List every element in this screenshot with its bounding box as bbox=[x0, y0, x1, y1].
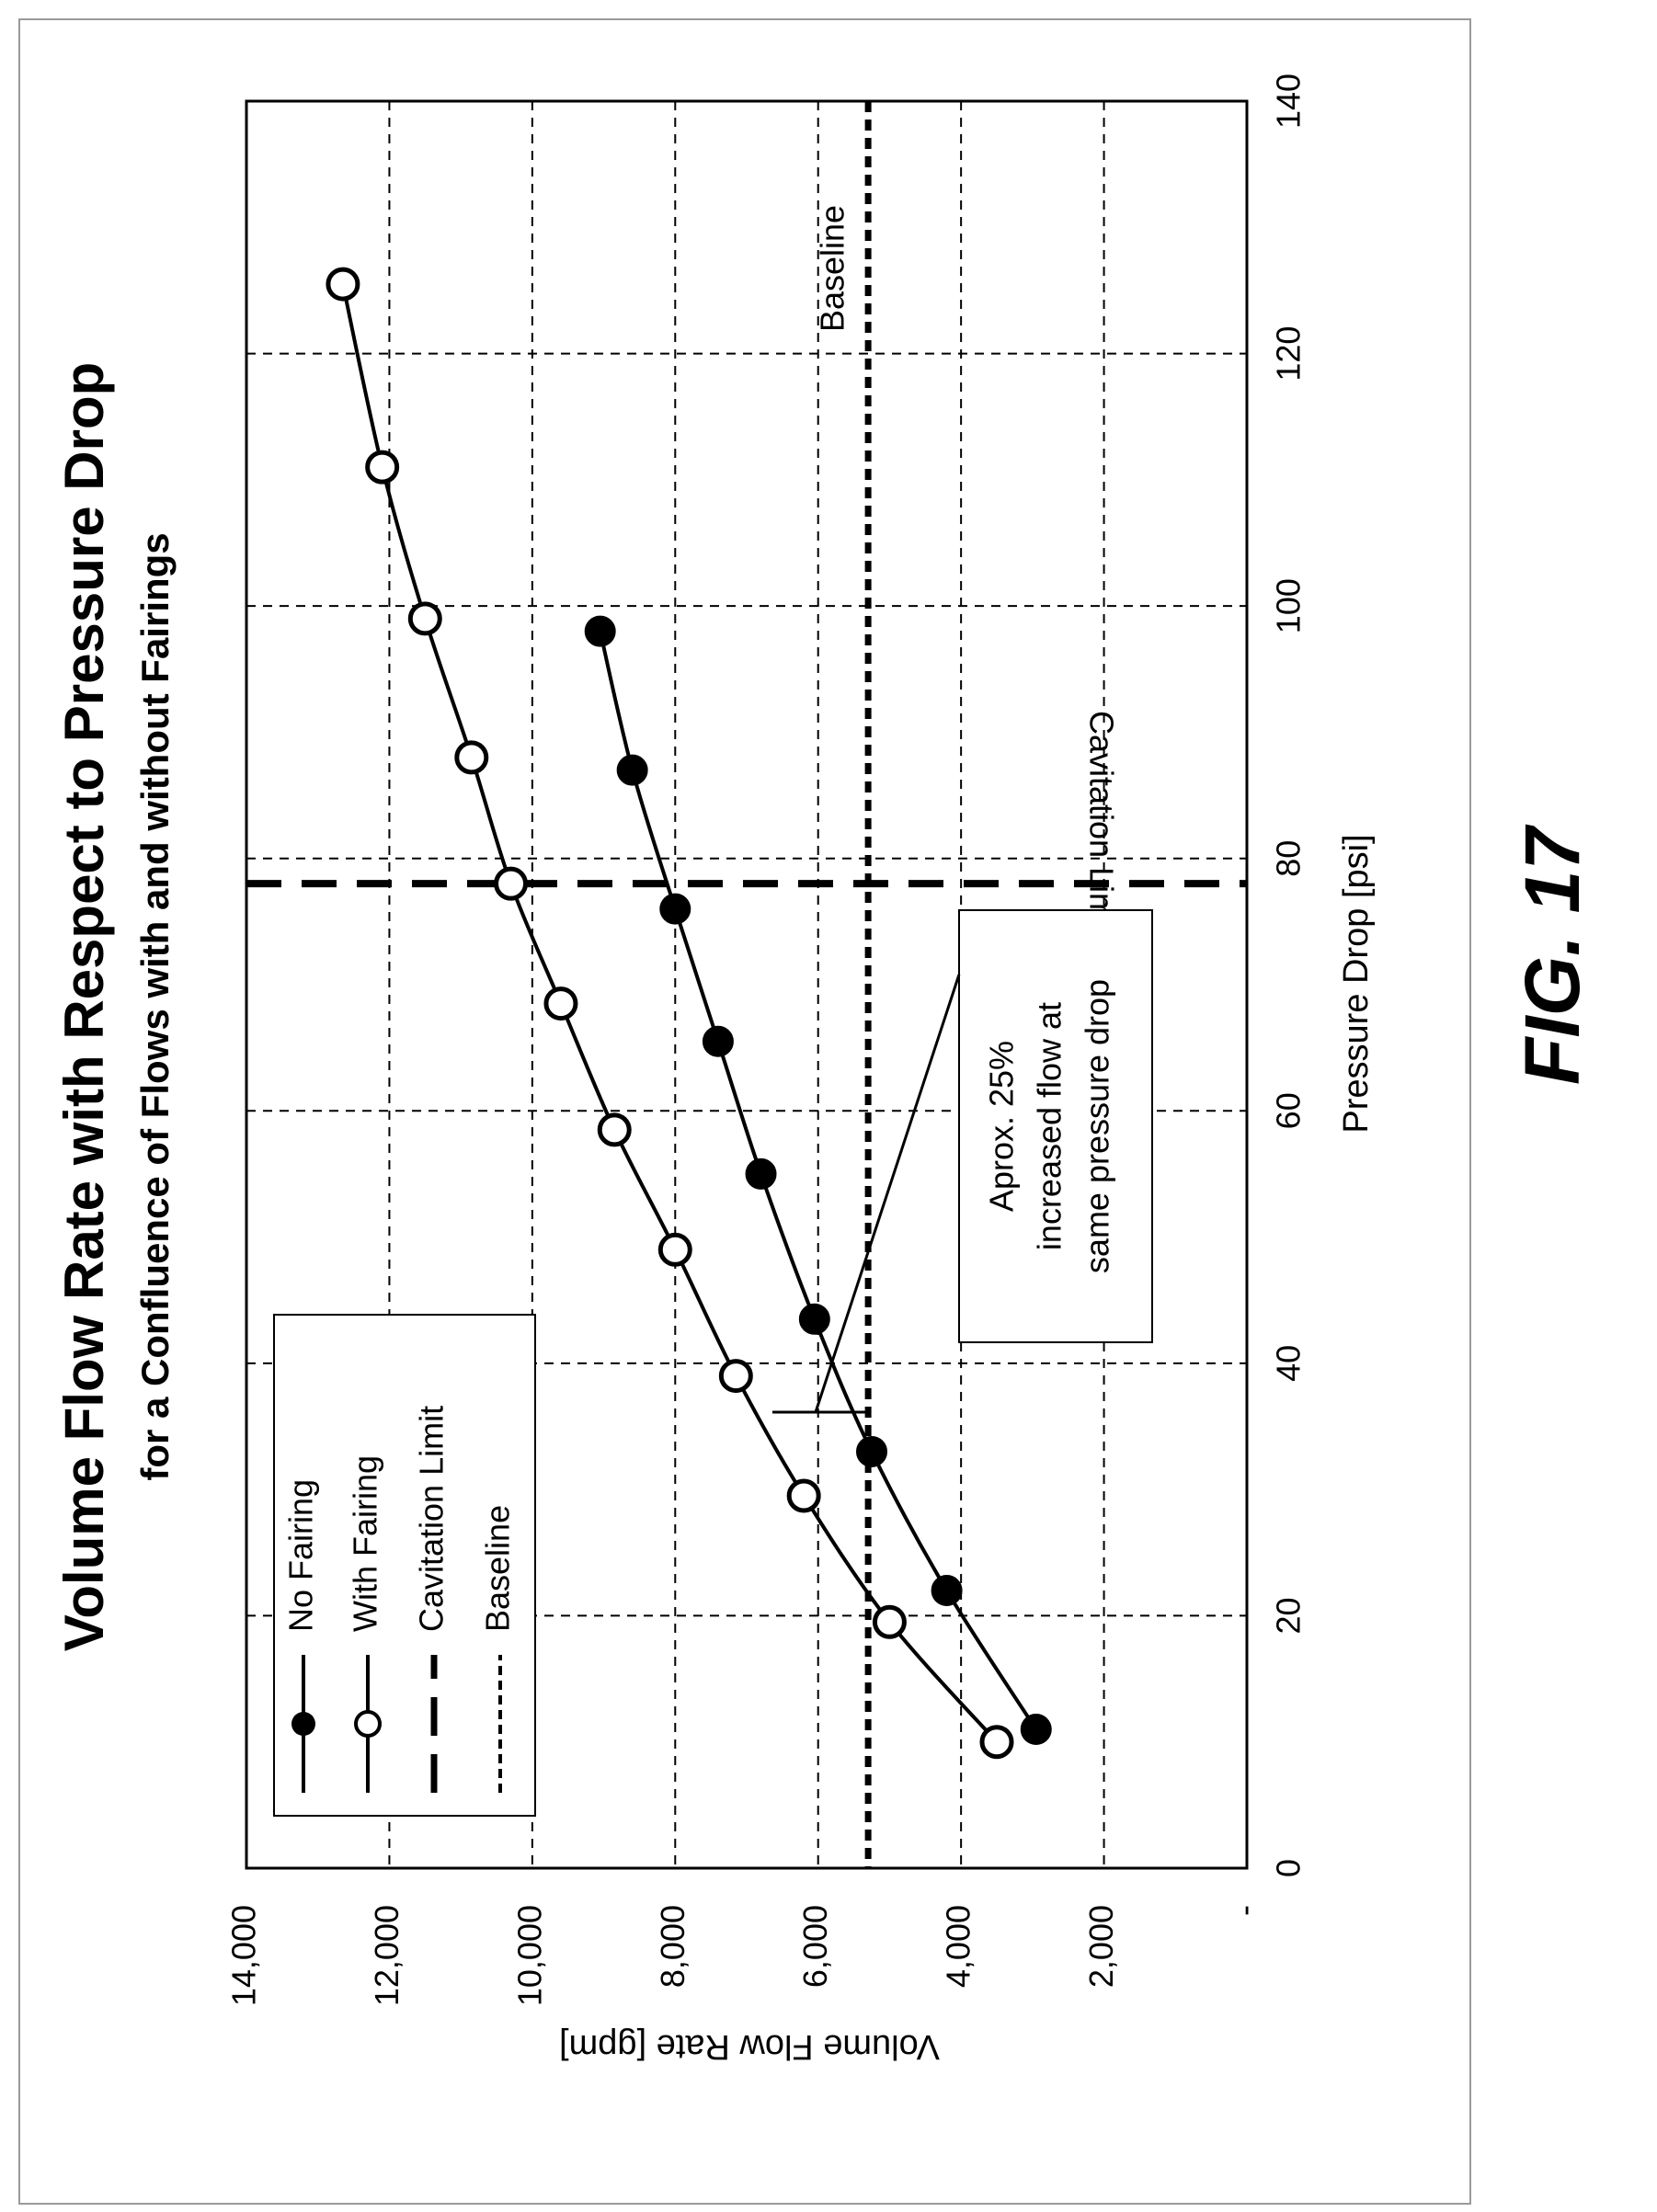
y-tick-label: 2,000 bbox=[1082, 1905, 1120, 1988]
annotation-leader bbox=[814, 974, 961, 1413]
no-fairing-point bbox=[856, 1435, 887, 1467]
legend-label-cavitation-limit: Cavitation Limit bbox=[413, 1406, 451, 1632]
figure-frame bbox=[18, 18, 1471, 2205]
cavitation-limit-label: Cavitation Limit bbox=[1082, 711, 1120, 937]
y-tick-label: 6,000 bbox=[796, 1905, 834, 1988]
with-fairing-point bbox=[597, 1112, 632, 1147]
with-fairing-point bbox=[872, 1604, 907, 1639]
with-fairing-point bbox=[407, 601, 442, 636]
plot-area bbox=[245, 99, 1249, 1870]
with-fairing-point bbox=[326, 267, 360, 302]
no-fairing-point bbox=[584, 615, 616, 647]
legend-label-with-fairing: With Fairing bbox=[347, 1455, 384, 1632]
no-fairing-point bbox=[659, 893, 691, 925]
legend-label-baseline: Baseline bbox=[479, 1505, 517, 1632]
no-fairing-point bbox=[616, 754, 648, 786]
with-fairing-series-line bbox=[340, 283, 999, 1744]
with-fairing-point bbox=[454, 740, 489, 775]
legend-box bbox=[273, 1314, 536, 1817]
y-tick-label: - bbox=[1226, 1905, 1263, 1916]
x-tick-label: 140 bbox=[1270, 74, 1308, 129]
annotation-box bbox=[958, 909, 1153, 1343]
annotation: Aprox. 25% increased flow at same pressure… bbox=[772, 909, 1153, 1414]
no-fairing-point bbox=[702, 1025, 734, 1057]
with-fairing-point bbox=[979, 1725, 1014, 1760]
titles: Volume Flow Rate with Respect to Pressur… bbox=[53, 362, 1376, 2066]
tick-labels: 0 20 40 60 80 100 120 140 - 2,000 4,000 6,000 8,000 1… bbox=[225, 74, 1308, 2006]
reference-lines: Cavitation Limit Baseline bbox=[246, 101, 1247, 1868]
with-fairing-point bbox=[718, 1359, 753, 1394]
baseline-label: Baseline bbox=[814, 205, 851, 332]
with-fairing-point bbox=[657, 1232, 692, 1267]
legend-marker-no-fairing bbox=[291, 1712, 315, 1736]
no-fairing-point bbox=[1020, 1713, 1052, 1745]
chart-title: Volume Flow Rate with Respect to Pressur… bbox=[53, 362, 115, 1652]
x-tick-label: 100 bbox=[1270, 578, 1308, 633]
legend-label-no-fairing: No Fairing bbox=[282, 1479, 320, 1632]
with-fairing-point bbox=[494, 866, 529, 901]
y-tick-label: 12,000 bbox=[368, 1905, 406, 2006]
legend-marker-with-fairing bbox=[354, 1710, 382, 1738]
y-tick-label: 4,000 bbox=[940, 1905, 977, 1988]
x-tick-label: 120 bbox=[1270, 326, 1308, 382]
x-axis-title: Pressure Drop [psi] bbox=[1337, 834, 1376, 1133]
annotation-text: Aprox. 25% bbox=[983, 1041, 1021, 1212]
x-tick-label: 20 bbox=[1270, 1597, 1308, 1634]
chart-subtitle: for a Confluence of Flows with and witho… bbox=[133, 532, 177, 1480]
x-tick-label: 40 bbox=[1270, 1345, 1308, 1382]
no-fairing-point bbox=[745, 1157, 777, 1190]
annotation-text: same pressure drop bbox=[1079, 979, 1116, 1273]
x-tick-label: 0 bbox=[1270, 1859, 1308, 1877]
x-tick-label: 60 bbox=[1270, 1092, 1308, 1129]
y-tick-label: 10,000 bbox=[510, 1905, 548, 2006]
figure-label: FIG. 17 bbox=[1509, 827, 1595, 1086]
y-tick-label: 14,000 bbox=[225, 1905, 263, 2006]
no-fairing-point bbox=[931, 1574, 963, 1606]
no-fairing-point bbox=[798, 1303, 830, 1335]
x-tick-label: 80 bbox=[1270, 840, 1308, 877]
series-layer bbox=[326, 267, 1052, 1760]
annotation-text: increased flow at bbox=[1031, 1002, 1068, 1250]
y-tick-label: 8,000 bbox=[654, 1905, 691, 1988]
with-fairing-point bbox=[543, 986, 578, 1021]
legend: No Fairing With Fairing Cavitation Limit Ba… bbox=[273, 1314, 536, 1817]
with-fairing-point bbox=[365, 450, 400, 485]
with-fairing-point bbox=[786, 1478, 821, 1513]
y-axis-title: Volume Flow Rate [gpm] bbox=[559, 2027, 940, 2066]
